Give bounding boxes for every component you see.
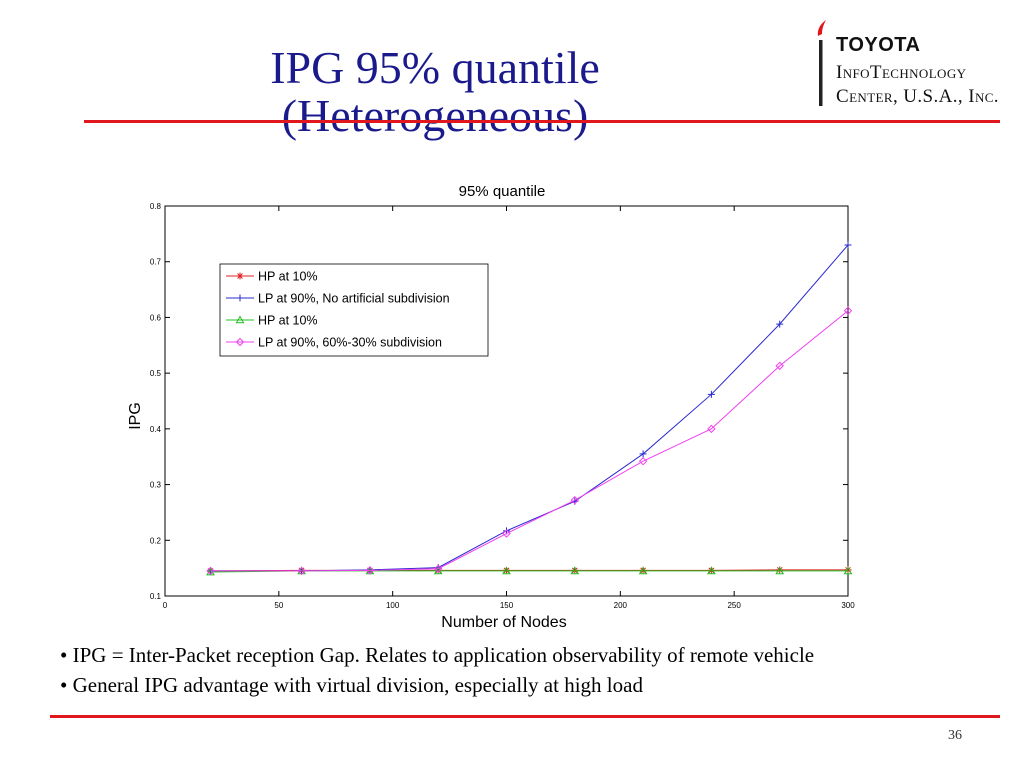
data-point	[776, 566, 784, 574]
slide-title-line-1: IPG 95% quantile	[270, 42, 600, 93]
x-axis-label: Number of Nodes	[441, 614, 566, 631]
legend-item: HP at 10%	[226, 270, 318, 284]
legend-label: HP at 10%	[258, 314, 318, 328]
logo-line-2: Center, U.S.A., Inc.	[836, 86, 999, 107]
data-point	[297, 566, 306, 576]
bottom-divider	[50, 715, 1000, 718]
series-4	[206, 306, 853, 576]
data-point	[843, 566, 853, 575]
x-tick-label: 0	[163, 601, 168, 610]
logo-line-1: InfoTechnology	[836, 62, 967, 83]
x-tick-label: 300	[841, 601, 855, 610]
bullet-item-1: • IPG = Inter-Packet reception Gap. Rela…	[60, 643, 815, 667]
y-tick-label: 0.6	[150, 313, 162, 322]
data-point	[707, 424, 716, 434]
legend-marker	[235, 315, 245, 324]
y-tick-label: 0.1	[150, 592, 162, 601]
chart-axes: 0 50 100 150 200 250 300 0.1 0.2 0.3 0.4 0.5 0.6 0.7 0…	[150, 202, 855, 610]
y-axis-label: IPG	[127, 402, 144, 430]
y-tick-label: 0.3	[150, 481, 162, 490]
x-tick-label: 50	[274, 601, 283, 610]
x-tick-label: 250	[727, 601, 741, 610]
data-point	[571, 566, 579, 574]
data-point	[843, 306, 853, 315]
data-point	[502, 529, 511, 538]
y-tick-label: 0.5	[150, 369, 162, 378]
data-point	[775, 361, 784, 371]
data-point	[639, 450, 647, 458]
chart-title: 95% quantile	[459, 183, 546, 200]
chart-series	[206, 241, 853, 576]
series-line	[210, 310, 849, 572]
legend-label: LP at 90%, 60%-30% subdivision	[258, 336, 442, 350]
slide-title: IPG 95% quantile (Heterogeneous)	[200, 44, 670, 140]
company-logo: TOYOTA InfoTechnology Center, U.S.A., In…	[810, 18, 1010, 118]
bullet-item-2: • General IPG advantage with virtual div…	[60, 673, 643, 697]
legend-marker	[236, 272, 244, 280]
data-point	[365, 566, 375, 575]
legend-label: HP at 10%	[258, 270, 318, 284]
data-point	[503, 566, 510, 574]
data-point	[639, 566, 647, 574]
data-point	[638, 456, 648, 466]
x-tick-label: 150	[500, 601, 514, 610]
legend-item: LP at 90%, No artificial subdivision	[226, 292, 450, 306]
chart-legend: HP at 10% LP at 90%, No artificial subdiv…	[219, 263, 489, 357]
data-point	[206, 566, 215, 576]
slide-title-line-2: (Heterogeneous)	[281, 90, 589, 141]
legend-item: LP at 90%, 60%-30% subdivision	[226, 336, 442, 350]
data-point	[776, 320, 784, 328]
top-divider	[84, 120, 1000, 123]
logo-brand: TOYOTA	[836, 34, 921, 56]
ipg-line-chart: 95% quantile 0 50 100 150 200 250 300 0.1 0.2 0.3…	[127, 183, 855, 631]
data-point	[775, 566, 785, 575]
y-tick-label: 0.2	[150, 536, 162, 545]
logo-mark-icon	[817, 20, 826, 106]
y-tick-label: 0.4	[150, 425, 162, 434]
legend-marker	[236, 294, 244, 302]
bullet-list: • IPG = Inter-Packet reception Gap. Rela…	[60, 640, 1010, 700]
x-tick-label: 100	[386, 601, 400, 610]
data-point	[433, 564, 443, 573]
data-point	[638, 566, 648, 575]
y-tick-label: 0.7	[150, 258, 162, 267]
y-tick-label: 0.8	[150, 202, 162, 211]
data-point	[502, 566, 511, 575]
legend-label: LP at 90%, No artificial subdivision	[258, 292, 450, 306]
legend-item: HP at 10%	[226, 314, 318, 328]
data-point	[707, 566, 715, 574]
data-point	[570, 495, 580, 505]
data-point	[707, 566, 716, 575]
x-tick-label: 200	[614, 601, 628, 610]
data-point	[707, 390, 715, 398]
data-point	[844, 566, 852, 574]
page-number: 36	[948, 728, 962, 743]
data-point	[844, 241, 852, 249]
legend-box	[219, 263, 489, 357]
data-point	[570, 566, 580, 575]
legend-marker	[235, 337, 245, 347]
